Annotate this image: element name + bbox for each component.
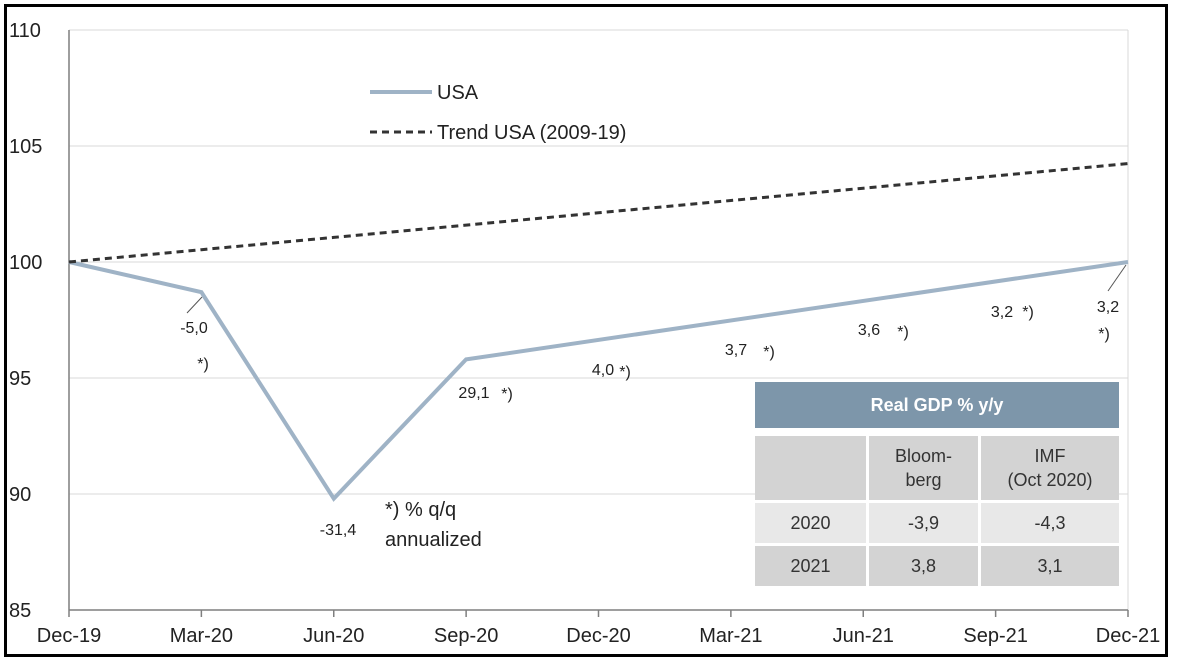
data-label: 3,6 <box>858 322 880 339</box>
x-tick-label: Jun-21 <box>833 625 894 647</box>
footnote: *) % q/q annualized <box>385 499 482 551</box>
table-header-imf: IMF (Oct 2020) <box>981 436 1119 503</box>
y-tick-label: 105 <box>9 136 42 158</box>
data-label-marker: *) <box>1022 304 1034 321</box>
data-label-marker: *) <box>197 356 209 373</box>
data-label: 4,0 <box>592 362 614 379</box>
y-tick-label: 85 <box>9 600 31 622</box>
data-label-marker: *) <box>501 386 513 403</box>
legend-label-usa: USA <box>437 82 479 104</box>
table-header-empty <box>755 436 869 503</box>
data-label-marker: *) <box>619 364 631 381</box>
x-tick-label: Mar-20 <box>170 625 233 647</box>
x-tick-label: Dec-19 <box>37 625 101 647</box>
table-row-2021: 2021 3,8 3,1 <box>755 546 1119 589</box>
y-tick-label: 100 <box>9 252 42 274</box>
footnote-line-2: annualized <box>385 529 482 551</box>
y-tick-label: 95 <box>9 368 31 390</box>
x-tick-label: Jun-20 <box>303 625 364 647</box>
axes: 85 90 95 100 105 110 Dec-19 Mar-20 Jun-20 Sep-20 D… <box>9 20 1160 647</box>
y-tick-label: 110 <box>9 20 41 42</box>
data-label: 29,1 <box>458 385 489 402</box>
table-cell-year: 2020 <box>755 503 869 546</box>
chart-frame: 85 90 95 100 105 110 Dec-19 Mar-20 Jun-20 Sep-20 D… <box>4 4 1168 657</box>
x-tick-label: Sep-20 <box>434 625 499 647</box>
data-label: -31,4 <box>320 522 357 539</box>
table-cell-year: 2021 <box>755 546 869 589</box>
series-line-trend <box>68 162 1129 264</box>
table-cell-imf: 3,1 <box>981 546 1119 589</box>
gdp-table: Real GDP % y/y Bloom- berg IMF (Oct 2020… <box>755 382 1119 589</box>
data-label-marker: *) <box>897 324 909 341</box>
x-tick-label: Dec-21 <box>1096 625 1160 647</box>
table-cell-bloomberg: 3,8 <box>869 546 981 589</box>
data-label: 3,7 <box>725 342 747 359</box>
leader-line <box>1107 264 1127 292</box>
legend: USA Trend USA (2009-19) <box>370 82 626 144</box>
data-label: 3,2 <box>1097 299 1119 316</box>
table-row-2020: 2020 -3,9 -4,3 <box>755 503 1119 546</box>
leader-line <box>186 296 203 314</box>
table-cell-imf: -4,3 <box>981 503 1119 546</box>
x-tick-label: Dec-20 <box>566 625 630 647</box>
line-chart: 85 90 95 100 105 110 Dec-19 Mar-20 Jun-20 Sep-20 D… <box>9 20 1160 647</box>
data-label-marker: *) <box>763 344 775 361</box>
series-line-usa <box>68 260 1129 502</box>
y-tick-label: 90 <box>9 484 31 506</box>
data-label: 3,2 <box>991 304 1013 321</box>
table-title: Real GDP % y/y <box>755 382 1119 436</box>
legend-label-trend: Trend USA (2009-19) <box>437 122 626 144</box>
data-label-marker: *) <box>1098 326 1110 343</box>
annotations: -5,0 *) -31,4 29,1 *) 4,0 *) 3,7 *) 3,6 *) 3,2 *) 3,2… <box>180 264 1127 539</box>
table-header-row: Bloom- berg IMF (Oct 2020) <box>755 436 1119 503</box>
data-label: -5,0 <box>180 320 208 337</box>
x-tick-label: Mar-21 <box>699 625 762 647</box>
series-layer <box>68 162 1129 502</box>
table-header-bloomberg: Bloom- berg <box>869 436 981 503</box>
table-cell-bloomberg: -3,9 <box>869 503 981 546</box>
footnote-line-1: *) % q/q <box>385 499 456 521</box>
x-tick-label: Sep-21 <box>963 625 1028 647</box>
